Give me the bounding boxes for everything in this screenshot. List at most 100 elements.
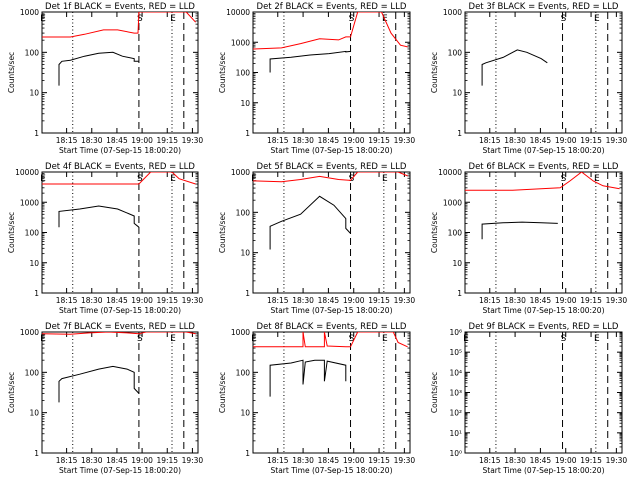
plot-frame [41,331,199,454]
y-tick-label: 1000 [231,328,250,337]
x-axis-label: Start Time (07-Sep-15 18:00:20) [483,306,605,315]
x-tick-label: 18:45 [530,136,552,145]
y-tick-label: 1000 [20,8,39,17]
y-tick-label: 1000 [443,198,462,207]
x-tick-label: 18:30 [504,456,526,465]
y-tick-label: 1 [457,129,462,138]
events-series-line [269,50,351,73]
panel-9: Det 9f BLACK = Events, RED = LLD 10⁰ 10¹ 10… [430,322,627,475]
y-tick-label: 10³ [449,389,462,398]
y-tick-label: 10¹ [449,429,462,438]
x-tick-label: 19:00 [555,136,577,145]
x-tick-label: 19:15 [368,456,390,465]
x-tick-label: 18:30 [504,296,526,305]
events-series-line [58,365,140,403]
marker-label: E [594,14,600,24]
x-tick-label: 18:30 [81,296,103,305]
x-tick-label: 19:30 [394,296,416,305]
panel-title: Det 2f BLACK = Events, RED = LLD [257,2,407,12]
y-tick-label: 10⁵ [449,348,462,357]
y-tick-label: 1 [245,449,250,458]
marker-label: S [349,14,355,24]
panel-2: Det 2f BLACK = Events, RED = LLD 1 10 100 10… [218,2,415,155]
x-tick-label: 18:30 [292,456,314,465]
x-tick-label: 19:15 [580,296,602,305]
marker-label: E [594,174,600,184]
plot-frame [252,171,411,294]
x-tick-label: 19:15 [580,136,602,145]
x-tick-label: 18:45 [530,296,552,305]
marker-label: E [463,334,469,344]
x-tick-label: 18:15 [56,456,78,465]
y-tick-label: 10000 [226,8,250,17]
x-tick-label: 18:45 [318,456,340,465]
y-axis-label: Counts/sec [7,212,16,253]
panel-1: Det 1f BLACK = Events, RED = LLD 1 10 100 10… [7,2,203,155]
x-tick-label: 19:00 [343,296,365,305]
x-tick-label: 19:00 [555,456,577,465]
x-tick-label: 19:30 [182,296,204,305]
x-axis-label: Start Time (07-Sep-15 18:00:20) [483,146,605,155]
y-tick-label: 100 [236,208,251,217]
x-axis-label: Start Time (07-Sep-15 18:00:20) [271,306,393,315]
marker-label: E [170,14,176,24]
y-tick-label: 10 [29,89,39,98]
x-tick-label: 19:00 [131,136,153,145]
lld-series-line [253,332,408,348]
lld-series-line [253,12,408,50]
y-tick-label: 1000 [20,328,39,337]
x-tick-label: 18:15 [267,296,289,305]
y-tick-label: 10 [240,409,250,418]
marker-label: S [349,334,355,344]
x-tick-label: 18:15 [56,136,78,145]
x-tick-label: 19:15 [580,456,602,465]
y-tick-label: 10⁰ [449,449,462,458]
y-axis-label: Counts/sec [430,372,439,413]
marker-label: S [137,334,143,344]
y-tick-label: 10 [29,259,39,268]
marker-label: E [170,174,176,184]
x-tick-label: 18:45 [530,456,552,465]
marker-label: S [561,14,567,24]
y-tick-label: 100 [236,368,251,377]
x-tick-label: 18:45 [318,136,340,145]
x-axis-label: Start Time (07-Sep-15 18:00:20) [483,466,605,475]
panel-5: Det 5f BLACK = Events, RED = LLD 1 10 100 10… [218,162,415,315]
y-axis-label: Counts/sec [430,212,439,253]
panel-6: Det 6f BLACK = Events, RED = LLD 1 10 100 10… [430,162,627,315]
x-tick-label: 18:15 [56,296,78,305]
marker-label: E [170,334,176,344]
y-tick-label: 10⁶ [449,328,462,337]
marker-label: E [251,174,257,184]
lld-series-line [465,172,620,191]
y-axis-label: Counts/sec [7,52,16,93]
panel-7: Det 7f BLACK = Events, RED = LLD 1 10 100 10… [7,322,203,475]
y-tick-label: 10⁴ [449,368,462,377]
x-axis-label: Start Time (07-Sep-15 18:00:20) [271,146,393,155]
x-tick-label: 19:15 [156,296,178,305]
x-tick-label: 18:30 [81,456,103,465]
x-tick-label: 18:15 [479,456,501,465]
y-tick-label: 1000 [231,168,250,177]
x-tick-label: 19:30 [394,136,416,145]
marker-label: E [594,334,600,344]
marker-label: E [251,334,257,344]
x-tick-label: 18:15 [267,456,289,465]
x-tick-label: 19:30 [606,296,628,305]
x-tick-label: 18:45 [318,296,340,305]
panel-4: Det 4f BLACK = Events, RED = LLD 1 10 100 10… [7,162,203,315]
x-tick-label: 19:00 [555,296,577,305]
y-axis-label: Counts/sec [218,212,227,253]
marker-label: E [40,334,46,344]
events-series-line [269,359,347,397]
y-tick-label: 100 [236,69,251,78]
marker-label: S [137,174,143,184]
marker-label: E [40,174,46,184]
plot-frame [252,11,411,134]
x-tick-label: 19:30 [182,456,204,465]
x-tick-label: 19:00 [343,136,365,145]
x-tick-label: 19:15 [156,136,178,145]
panel-3: Det 3f BLACK = Events, RED = LLD 1 10 100 10… [430,2,627,155]
lld-series-line [42,332,196,335]
